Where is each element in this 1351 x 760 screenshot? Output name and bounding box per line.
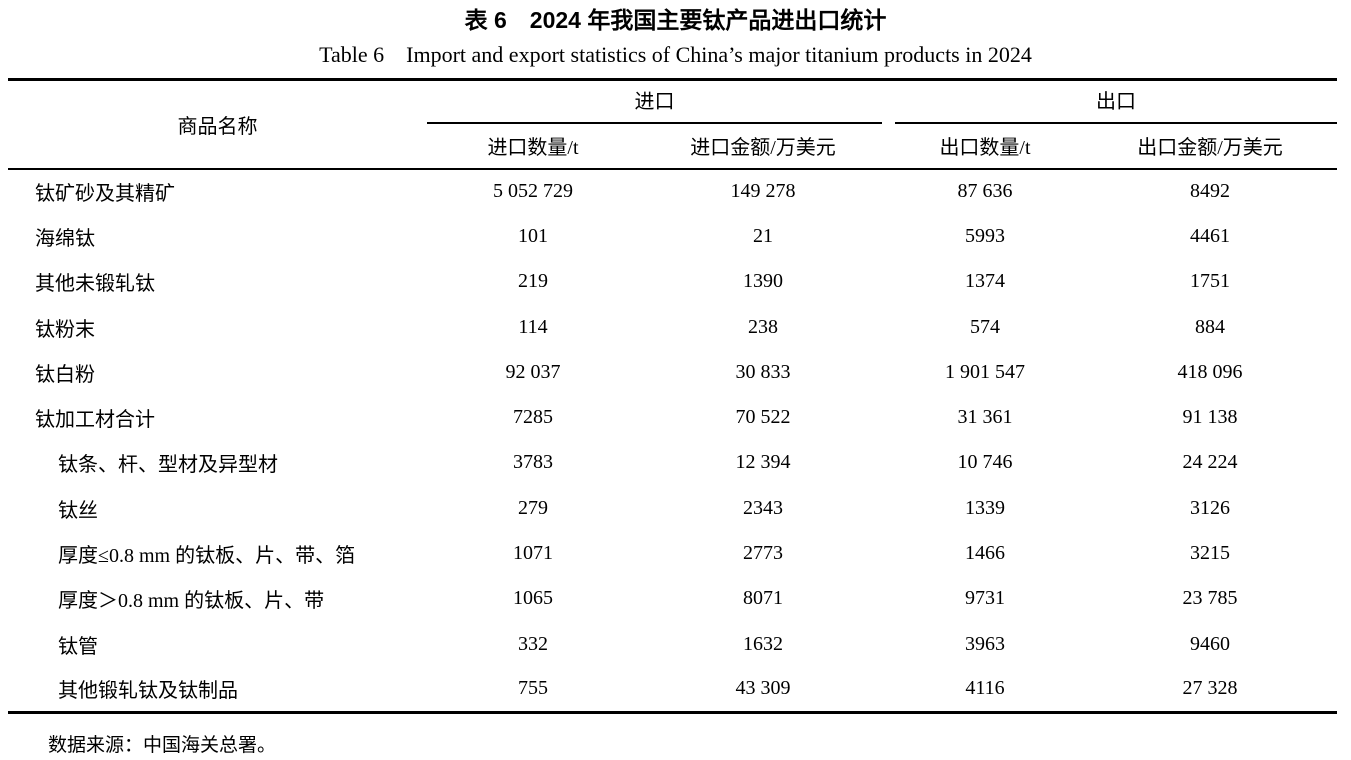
import-qty-cell: 1065 [513, 587, 553, 610]
table-row: 其他锻轧钛及钛制品 755 43 309 4116 27 328 [8, 667, 1337, 712]
product-name-cell: 厚度＞0.8 mm 的钛板、片、带 [58, 590, 325, 613]
table-row: 钛粉末 114 238 574 884 [8, 304, 1337, 349]
data-source-note: 数据来源：中国海关总署。 [48, 734, 277, 756]
column-group-export-label: 出口 [895, 84, 1337, 124]
export-value-cell: 23 785 [1182, 587, 1238, 610]
import-qty-cell: 279 [518, 496, 548, 519]
table-row: 钛条、杆、型材及异型材 3783 12 394 10 746 24 224 [8, 440, 1337, 485]
table-caption-en: Table 6 Import and export statistics of … [319, 42, 1032, 67]
product-name-cell: 钛加工材合计 [35, 409, 155, 432]
import-qty-cell: 755 [518, 677, 548, 700]
import-value-cell: 1632 [743, 632, 783, 655]
export-value-cell: 4461 [1190, 224, 1230, 247]
table-row: 海绵钛 101 21 5993 4461 [8, 214, 1337, 259]
import-qty-cell: 5 052 729 [493, 180, 573, 203]
export-value-cell: 8492 [1190, 180, 1230, 203]
column-header-export-value: 出口金额/万美元 [1083, 123, 1337, 170]
import-value-cell: 43 309 [735, 677, 791, 700]
import-qty-cell: 7285 [513, 406, 553, 429]
table-row: 其他未锻轧钛 219 1390 1374 1751 [8, 259, 1337, 304]
export-value-cell: 1751 [1190, 270, 1230, 293]
table-row: 钛矿砂及其精矿 5 052 729 149 278 87 636 8492 [8, 169, 1337, 214]
product-name-cell: 钛丝 [58, 499, 98, 522]
import-qty-cell: 219 [518, 270, 548, 293]
import-value-cell: 1390 [743, 270, 783, 293]
export-qty-cell: 574 [970, 315, 1000, 338]
import-value-cell: 238 [748, 315, 778, 338]
import-qty-cell: 92 037 [505, 360, 561, 383]
product-name-cell: 钛条、杆、型材及异型材 [58, 454, 278, 477]
export-qty-cell: 4116 [965, 677, 1005, 700]
export-qty-cell: 87 636 [957, 180, 1013, 203]
import-qty-cell: 332 [518, 632, 548, 655]
table-caption-zh: 表 6 2024 年我国主要钛产品进出口统计 [464, 7, 887, 33]
table-row: 钛管 332 1632 3963 9460 [8, 621, 1337, 666]
table-container: 商品名称 进口 出口 进口数量/t 进口金额/万美元 出口数量/t 出口金额/万… [8, 78, 1337, 714]
table-row: 厚度＞0.8 mm 的钛板、片、带 1065 8071 9731 23 785 [8, 576, 1337, 621]
export-qty-cell: 1339 [965, 496, 1005, 519]
table-row: 钛丝 279 2343 1339 3126 [8, 486, 1337, 531]
export-value-cell: 3215 [1190, 542, 1230, 565]
column-header-import-qty: 进口数量/t [427, 123, 639, 170]
column-header-product: 商品名称 [8, 79, 427, 170]
export-qty-cell: 10 746 [957, 451, 1013, 474]
export-value-cell: 9460 [1190, 632, 1230, 655]
product-name-cell: 其他未锻轧钛 [35, 273, 155, 296]
import-value-cell: 21 [753, 224, 773, 247]
import-value-cell: 30 833 [735, 360, 791, 383]
import-value-cell: 70 522 [735, 406, 791, 429]
product-name-cell: 钛管 [58, 635, 98, 658]
import-value-cell: 8071 [743, 587, 783, 610]
column-group-import-label: 进口 [427, 84, 882, 124]
column-header-export-qty: 出口数量/t [887, 123, 1083, 170]
product-name-cell: 钛矿砂及其精矿 [35, 183, 175, 206]
export-qty-cell: 1466 [965, 542, 1005, 565]
import-qty-cell: 101 [518, 224, 548, 247]
export-qty-cell: 5993 [965, 224, 1005, 247]
export-value-cell: 884 [1195, 315, 1225, 338]
product-name-cell: 钛白粉 [35, 363, 95, 386]
import-value-cell: 12 394 [735, 451, 791, 474]
table-row: 厚度≤0.8 mm 的钛板、片、带、箔 1071 2773 1466 3215 [8, 531, 1337, 576]
export-qty-cell: 9731 [965, 587, 1005, 610]
export-qty-cell: 1374 [965, 270, 1005, 293]
product-name-cell: 厚度≤0.8 mm 的钛板、片、带、箔 [58, 545, 356, 568]
export-value-cell: 24 224 [1182, 451, 1238, 474]
import-value-cell: 2773 [743, 542, 783, 565]
product-name-cell: 钛粉末 [35, 318, 95, 341]
import-value-cell: 149 278 [730, 180, 796, 203]
product-name-cell: 海绵钛 [35, 227, 95, 250]
table-row: 钛加工材合计 7285 70 522 31 361 91 138 [8, 395, 1337, 440]
product-name-cell: 其他锻轧钛及钛制品 [58, 680, 238, 703]
export-value-cell: 3126 [1190, 496, 1230, 519]
table-header: 商品名称 进口 出口 进口数量/t 进口金额/万美元 出口数量/t 出口金额/万… [8, 79, 1337, 170]
export-qty-cell: 31 361 [957, 406, 1013, 429]
column-group-import: 进口 [427, 80, 887, 124]
import-qty-cell: 1071 [513, 542, 553, 565]
import-qty-cell: 114 [518, 315, 548, 338]
import-qty-cell: 3783 [513, 451, 553, 474]
table-row: 钛白粉 92 037 30 833 1 901 547 418 096 [8, 350, 1337, 395]
column-header-import-value: 进口金额/万美元 [639, 123, 887, 170]
export-value-cell: 418 096 [1177, 360, 1243, 383]
export-value-cell: 27 328 [1182, 677, 1238, 700]
export-value-cell: 91 138 [1182, 406, 1238, 429]
table-body: 钛矿砂及其精矿 5 052 729 149 278 87 636 8492 海绵… [8, 169, 1337, 713]
column-group-export: 出口 [887, 80, 1337, 124]
titanium-import-export-table: 商品名称 进口 出口 进口数量/t 进口金额/万美元 出口数量/t 出口金额/万… [8, 78, 1337, 714]
header-group-row: 商品名称 进口 出口 [8, 79, 1337, 170]
export-qty-cell: 3963 [965, 632, 1005, 655]
header-sub-row: 进口数量/t 进口金额/万美元 出口数量/t 出口金额/万美元 [8, 123, 1337, 170]
import-value-cell: 2343 [743, 496, 783, 519]
export-qty-cell: 1 901 547 [945, 360, 1025, 383]
